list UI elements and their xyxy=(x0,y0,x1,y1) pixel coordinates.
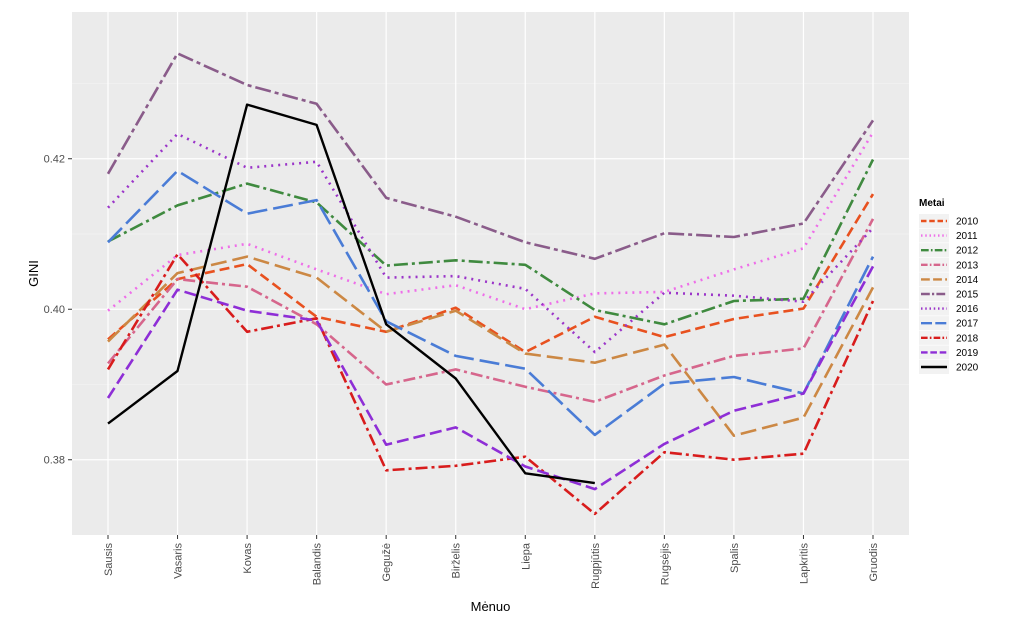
legend-label: 2016 xyxy=(956,304,979,315)
series-line-2015 xyxy=(106,52,875,261)
legend-label: 2011 xyxy=(956,231,978,242)
legend-label: 2015 xyxy=(956,290,979,301)
x-tick-label: Kovas xyxy=(242,543,254,574)
legend-item-2013: 2013 xyxy=(919,257,979,272)
x-tick-label: Rugpjūtis xyxy=(590,543,602,589)
series-line-2013 xyxy=(106,218,875,404)
x-tick-label: Liepa xyxy=(520,542,532,570)
legend-item-2019: 2019 xyxy=(919,345,979,360)
x-axis: Sausis Vasaris Kovas Balandis Gegužė Birželis… xyxy=(103,535,880,589)
series-lines xyxy=(106,52,875,516)
legend-label: 2013 xyxy=(956,260,979,271)
legend-item-2012: 2012 xyxy=(919,243,979,258)
legend-label: 2020 xyxy=(956,363,979,374)
legend-label: 2017 xyxy=(956,319,979,330)
legend-key-bg xyxy=(919,316,949,331)
series-line-2018 xyxy=(106,253,875,516)
legend-title: Metai xyxy=(919,198,945,209)
legend-label: 2010 xyxy=(956,217,979,228)
y-tick-label: 0.40 xyxy=(44,304,65,316)
series-line-2020 xyxy=(107,103,595,485)
x-tick-label: Rugsėjis xyxy=(659,543,671,586)
legend-label: 2018 xyxy=(956,333,979,344)
y-tick-label: 0.42 xyxy=(44,154,65,166)
legend-item-2014: 2014 xyxy=(919,272,979,287)
series-line-2012 xyxy=(107,158,875,326)
x-tick-label: Gegužė xyxy=(381,543,393,582)
legend-item-2018: 2018 xyxy=(919,330,979,345)
legend-label: 2012 xyxy=(956,246,979,257)
legend: Metai 2010 2011 2012 2013 2014 2015 2016 2017 20… xyxy=(914,192,1008,379)
series-line-2017 xyxy=(107,169,875,437)
legend-item-2010: 2010 xyxy=(919,214,979,228)
legend-item-2016: 2016 xyxy=(919,301,979,316)
legend-item-2015: 2015 xyxy=(919,287,979,301)
x-tick-label: Gruodis xyxy=(868,543,880,582)
series-line-2010 xyxy=(107,193,875,354)
legend-label: 2019 xyxy=(956,348,979,359)
series-line-2014 xyxy=(107,255,875,437)
y-axis: 0.38 0.40 0.42 xyxy=(44,154,72,467)
series-line-2019 xyxy=(106,265,875,491)
x-tick-label: Lapkritis xyxy=(798,543,810,584)
x-axis-title: Mėnuo xyxy=(471,599,511,614)
y-axis-title: GINI xyxy=(26,260,41,287)
y-tick-label: 0.38 xyxy=(44,455,65,467)
x-tick-label: Vasaris xyxy=(173,543,185,579)
series-line-2011 xyxy=(107,131,875,312)
legend-label: 2014 xyxy=(956,275,979,286)
grid-lines xyxy=(72,12,909,535)
x-tick-label: Birželis xyxy=(451,543,463,579)
x-tick-label: Spalis xyxy=(729,543,741,573)
legend-key-bg xyxy=(919,243,949,258)
x-tick-label: Balandis xyxy=(312,543,324,586)
x-tick-label: Sausis xyxy=(103,543,115,577)
legend-item-2020: 2020 xyxy=(919,360,979,374)
legend-item-2011: 2011 xyxy=(919,228,978,243)
legend-item-2017: 2017 xyxy=(919,316,979,331)
plot-panel xyxy=(72,12,909,535)
